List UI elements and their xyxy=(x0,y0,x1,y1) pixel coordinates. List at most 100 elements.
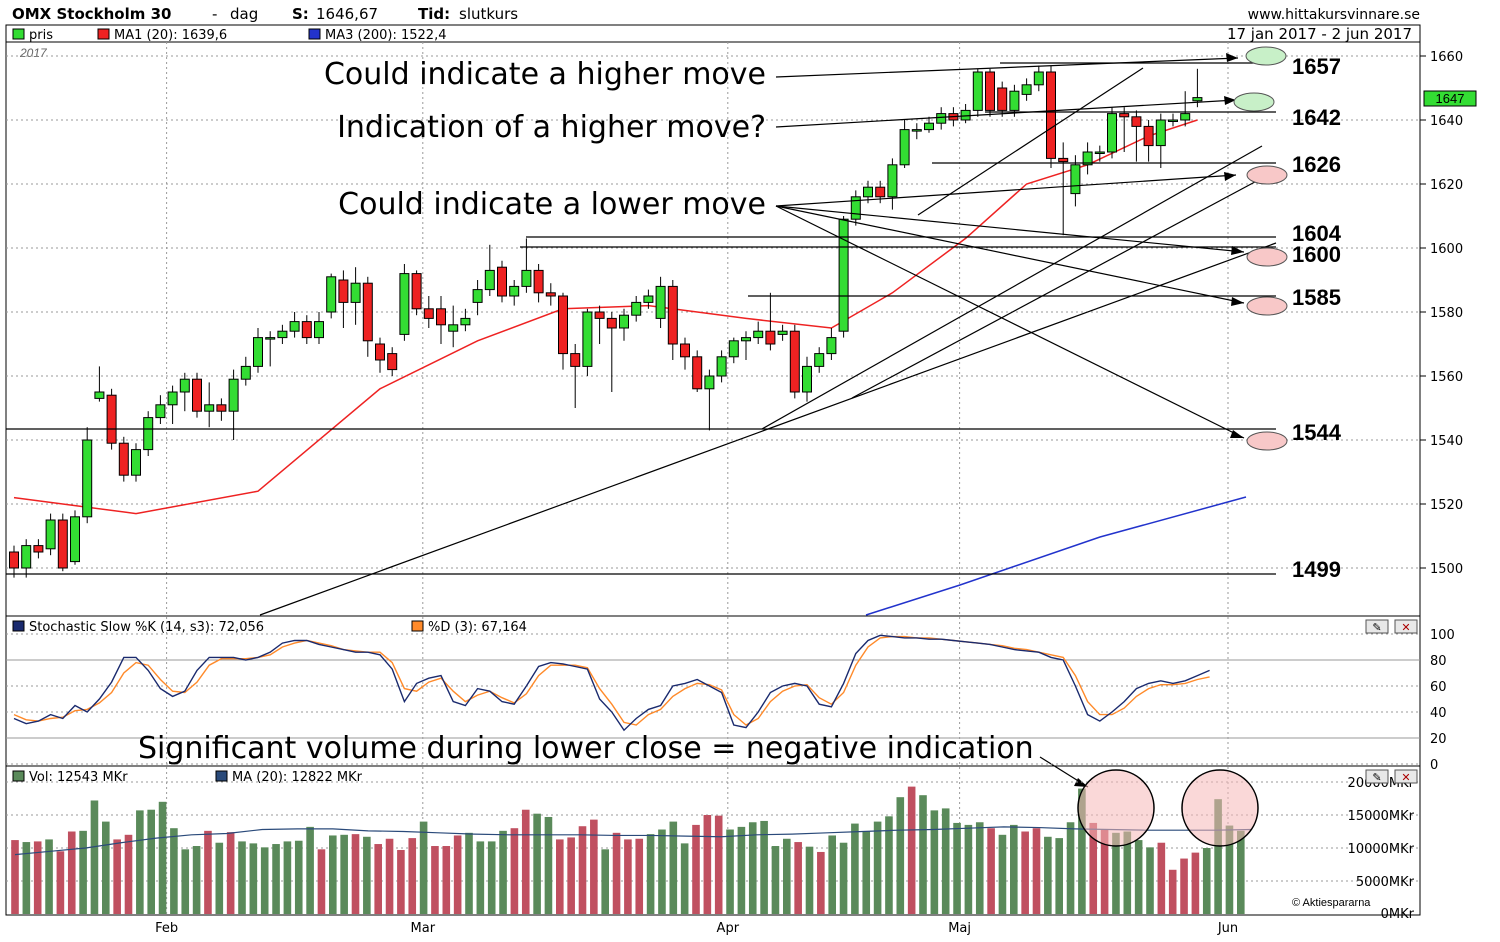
price-tick-label: 1660 xyxy=(1430,50,1463,65)
candle-body xyxy=(338,279,349,303)
volume-bar xyxy=(737,826,746,914)
volume-bar xyxy=(397,849,405,914)
volume-bar xyxy=(703,815,712,914)
volume-bar xyxy=(1021,831,1029,914)
candle-body xyxy=(619,314,629,329)
candle-body xyxy=(436,308,446,326)
volume-bar xyxy=(839,842,848,914)
annotation-higher-move: Could indicate a higher move xyxy=(324,57,766,92)
month-labels: Feb Mar Apr Maj Jun xyxy=(155,921,1238,936)
candle-body xyxy=(692,356,703,390)
candle-body xyxy=(826,337,837,355)
trend-long xyxy=(259,242,1277,616)
candle-body xyxy=(838,218,849,332)
candle xyxy=(631,296,642,322)
moving-averages xyxy=(13,119,1247,616)
candle xyxy=(911,123,922,140)
candle xyxy=(728,337,739,364)
candle xyxy=(997,81,1008,117)
candle xyxy=(436,296,446,344)
volume-ma-line xyxy=(14,826,1252,856)
volume-bar xyxy=(987,828,995,914)
volume-bar xyxy=(612,832,621,914)
candle-body xyxy=(936,113,947,124)
candle-body xyxy=(216,404,227,412)
candle xyxy=(887,158,898,210)
volume-ma-label: MA (20): 12822 MKr xyxy=(232,770,363,785)
volume-bar xyxy=(1237,830,1245,914)
candle xyxy=(350,267,361,325)
volume-bar xyxy=(907,786,916,914)
volume-bar xyxy=(56,851,65,914)
candle-body xyxy=(1009,90,1020,111)
volume-bar xyxy=(783,838,791,914)
candle xyxy=(960,104,971,124)
candle xyxy=(411,270,422,316)
month-label: Maj xyxy=(948,921,971,936)
volume-bar xyxy=(975,822,984,914)
candle-body xyxy=(240,365,251,380)
volume-bar xyxy=(238,841,246,914)
candle xyxy=(70,510,80,565)
volume-settings-button[interactable] xyxy=(1365,769,1389,784)
volume-bar xyxy=(510,828,519,914)
price-tick-label: 1540 xyxy=(1430,434,1463,449)
candle-body xyxy=(228,378,239,412)
candle xyxy=(716,350,727,383)
candle xyxy=(558,292,568,370)
candle xyxy=(789,324,800,399)
candle-body xyxy=(326,276,337,313)
volume-bar xyxy=(590,819,598,914)
candle xyxy=(765,292,776,351)
volume-bar xyxy=(204,830,212,914)
volume-bar xyxy=(1214,799,1222,914)
candle xyxy=(179,372,190,412)
candle xyxy=(338,270,349,328)
level-1499: 1499 xyxy=(1292,557,1341,582)
candle xyxy=(1168,113,1178,127)
volume-bar xyxy=(828,835,836,914)
candle xyxy=(106,388,117,450)
level-1585: 1585 xyxy=(1292,285,1341,310)
candle xyxy=(545,283,556,306)
candle xyxy=(448,305,459,348)
candle xyxy=(802,356,812,402)
candle xyxy=(9,545,19,578)
volume-bar xyxy=(680,843,689,914)
price-axis: 1500 1520 1540 1560 1580 1600 1620 1640 1660 xyxy=(1420,50,1463,577)
candle xyxy=(1033,65,1044,92)
candle-body xyxy=(850,196,861,220)
candle-body xyxy=(521,269,532,287)
candle-body xyxy=(375,343,385,361)
arrow-higher xyxy=(775,57,1239,78)
volume-bar xyxy=(646,834,655,914)
candle-body xyxy=(179,378,190,393)
header-separator: - xyxy=(212,5,217,23)
candle xyxy=(375,337,385,373)
price-tick-label: 1520 xyxy=(1430,498,1463,513)
volume-bar xyxy=(556,839,564,914)
close-icon: ✕ xyxy=(1401,622,1410,634)
ma20-line xyxy=(13,119,1198,515)
volume-bar xyxy=(1168,869,1177,914)
candle xyxy=(972,68,983,117)
wrench-icon: ✎ xyxy=(1372,622,1381,634)
candle-body xyxy=(606,317,617,329)
candle-body xyxy=(1070,164,1081,195)
candle-body xyxy=(728,340,739,358)
last-price-badge: 1647 xyxy=(1423,90,1477,107)
month-label: Mar xyxy=(411,921,436,936)
candle xyxy=(118,436,129,482)
volume-close-button[interactable] xyxy=(1394,769,1418,784)
candle xyxy=(643,289,654,309)
volume-bar xyxy=(658,829,666,914)
candle-body xyxy=(106,394,117,444)
volume-bar xyxy=(919,795,927,914)
candle xyxy=(253,328,263,373)
stoch-close-button[interactable] xyxy=(1394,619,1418,634)
candle xyxy=(1046,65,1056,168)
candle xyxy=(167,385,178,424)
stoch-settings-button[interactable] xyxy=(1365,619,1389,634)
stoch-d-label: %D (3): 67,164 xyxy=(428,620,527,635)
volume-bar xyxy=(215,842,224,914)
